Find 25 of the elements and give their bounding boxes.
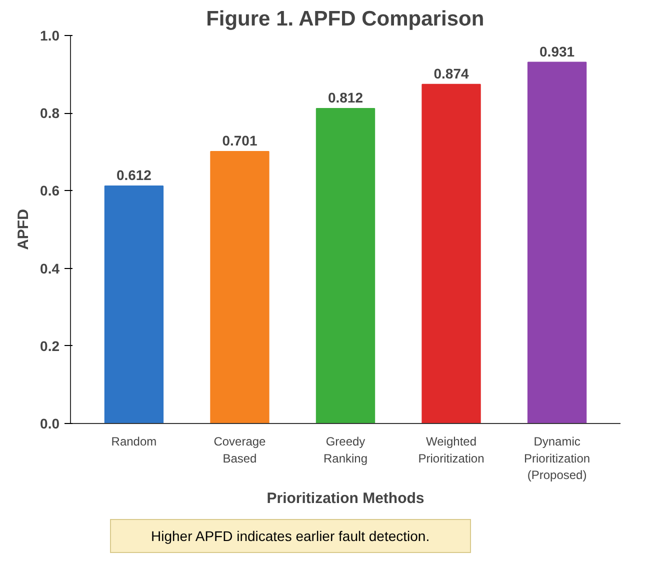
x-axis-title: Prioritization Methods — [266, 490, 424, 508]
bar — [316, 108, 376, 424]
data-label: 0.812 — [328, 89, 364, 106]
x-tick-label: Coverage Based — [214, 434, 266, 466]
data-label: 0.701 — [222, 132, 258, 149]
y-tick-label: 0.2 — [40, 338, 60, 354]
x-tick-label: Dynamic Prioritization (Proposed) — [524, 434, 590, 482]
bar — [210, 151, 270, 424]
data-label: 0.874 — [434, 65, 469, 82]
data-label: 0.612 — [116, 167, 152, 184]
bar — [527, 62, 587, 424]
y-tick-label: 0.4 — [40, 260, 60, 276]
chart-title: Figure 1. APFD Comparison — [206, 8, 484, 30]
x-tick-label: Weighted Prioritization — [418, 434, 484, 466]
x-tick-label: Greedy Ranking — [323, 434, 368, 466]
y-axis-title: APFD — [15, 208, 32, 250]
y-tick-label: 0.0 — [40, 416, 60, 432]
data-label: 0.931 — [540, 43, 575, 60]
y-tick-label: 0.8 — [40, 105, 60, 122]
x-tick-label: Random — [111, 434, 157, 448]
y-tick-label: 0.6 — [40, 182, 60, 199]
y-tick-label: 1.0 — [40, 28, 60, 44]
text: Higher APFD indicates earlier fault detection. — [151, 527, 430, 546]
bar — [104, 186, 164, 424]
bar — [422, 84, 481, 424]
